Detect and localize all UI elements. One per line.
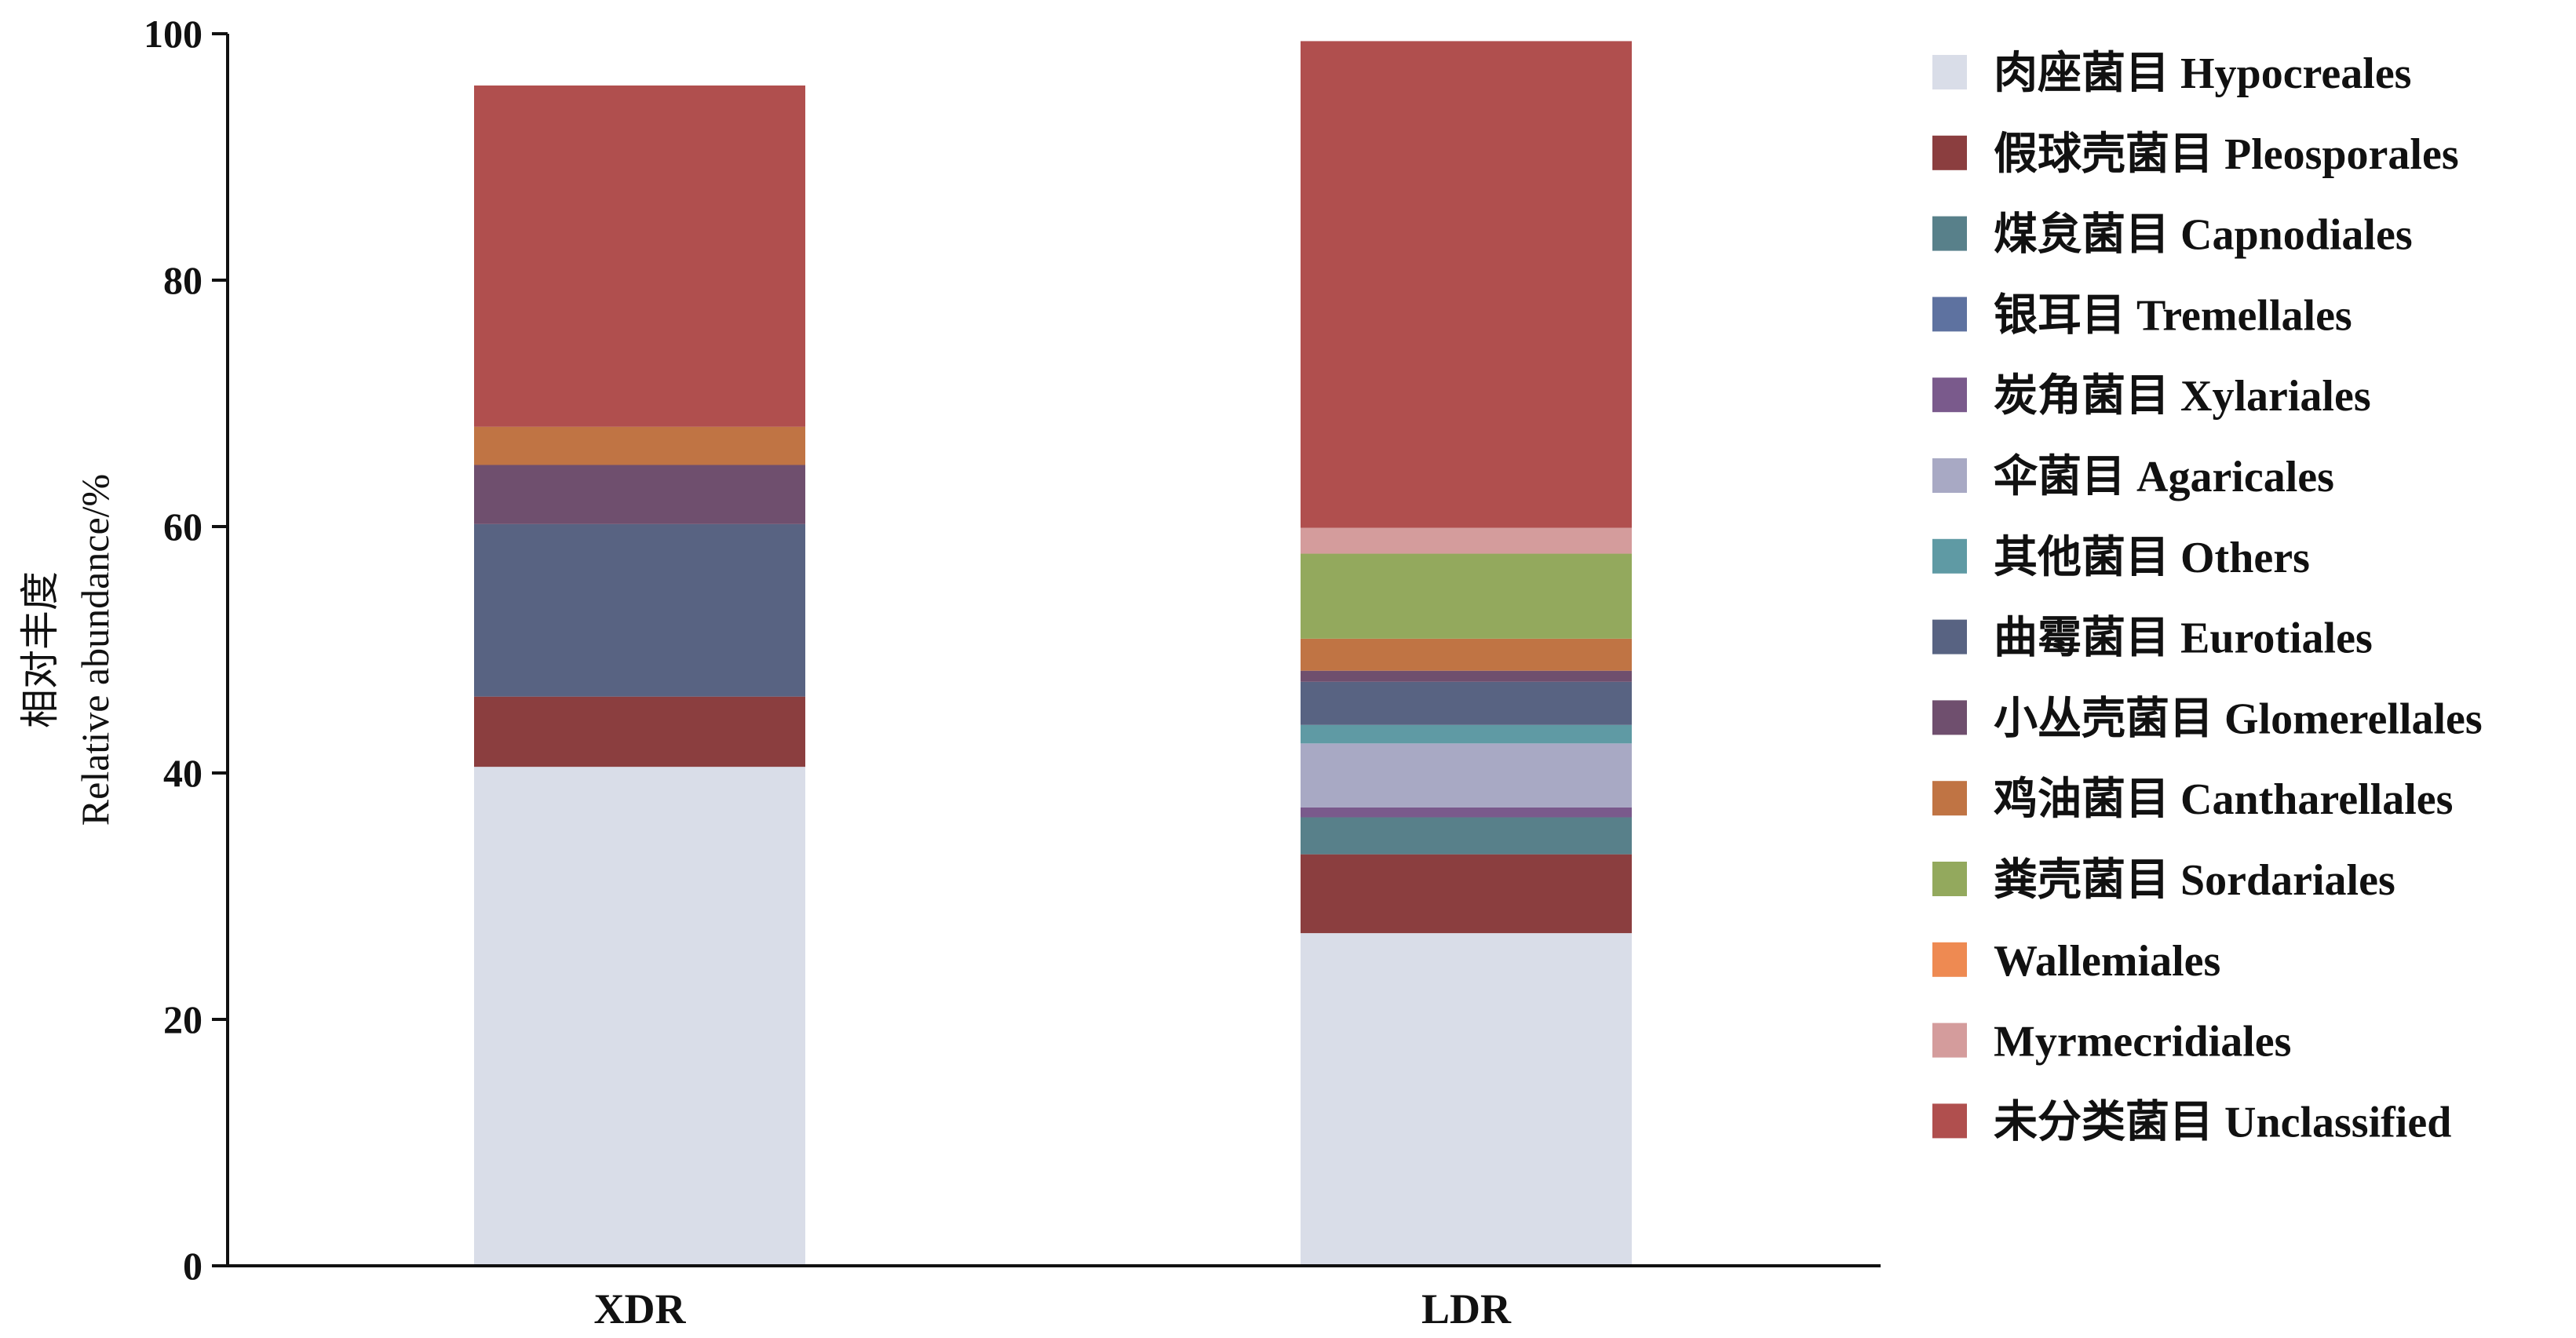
bar-segment-xdr-7 [474,523,805,697]
bar-segment-ldr-12 [1301,527,1632,554]
y-tick-label: 100 [144,12,203,56]
x-category-label: XDR [594,1285,687,1333]
bar-segment-ldr-13 [1301,41,1632,528]
legend-swatch [1932,619,1967,654]
bar-segment-xdr-13 [474,85,805,427]
legend-label: 肉座菌目 Hypocreales [1994,49,2411,98]
legend-label: 鸡油菌目 Cantharellales [1994,775,2453,824]
legend: 肉座菌目 Hypocreales 假球壳菌目 Pleosporales 煤炱菌目 C… [1932,49,2483,1147]
bar-segment-ldr-4 [1301,807,1632,818]
legend-swatch [1932,135,1967,170]
x-labels-group: XDR LDR [594,1285,1512,1333]
y-tick-label: 60 [163,505,203,549]
legend-swatch [1932,216,1967,251]
legend-swatch [1932,538,1967,574]
bar-segment-xdr-9 [474,426,805,465]
legend-label: 未分类菌目 Unclassified [1994,1098,2451,1147]
legend-label: 银耳目 Tremellales [1994,291,2352,340]
legend-label: 假球壳菌目 Pleosporales [1994,130,2459,179]
bar-segment-xdr-8 [474,465,805,524]
legend-swatch [1932,297,1967,332]
x-category-label: LDR [1421,1285,1512,1333]
legend-swatch [1932,862,1967,896]
bar-segment-xdr-1 [474,696,805,767]
y-tick-label: 20 [163,997,203,1041]
y-ticks-group: 0 20 40 60 80 100 [144,12,228,1288]
legend-swatch [1932,942,1967,977]
y-tick-label: 40 [163,751,203,795]
y-tick-label: 80 [163,258,203,302]
bar-segment-ldr-9 [1301,638,1632,671]
bar-segment-ldr-7 [1301,681,1632,725]
y-tick-label: 0 [183,1244,203,1288]
legend-label: Myrmecridiales [1994,1018,2291,1066]
bar-segment-ldr-10 [1301,553,1632,639]
legend-label: Wallemiales [1994,937,2220,986]
bar-segment-ldr-5 [1301,743,1632,808]
y-axis-title-en: Relative abundance/% [73,474,117,826]
axes-group [226,34,1881,1267]
legend-swatch [1932,781,1967,816]
legend-label: 煤炱菌目 Capnodiales [1994,211,2413,260]
legend-label: 炭角菌目 Xylariales [1994,372,2371,421]
legend-swatch [1932,377,1967,413]
y-axis-title: 相对丰度 Relative abundance/% [18,474,117,826]
legend-swatch [1932,55,1967,89]
bar-segment-ldr-0 [1301,933,1632,1266]
bar-segment-ldr-6 [1301,724,1632,744]
legend-swatch [1932,458,1967,493]
legend-label: 曲霉菌目 Eurotiales [1994,614,2373,663]
bar-segment-ldr-8 [1301,670,1632,682]
bar-segment-xdr-0 [474,767,805,1266]
bar-segment-ldr-1 [1301,854,1632,934]
legend-label: 粪壳菌目 Sordariales [1994,856,2395,905]
bars-group [474,41,1632,1266]
legend-label: 小丛壳菌目 Glomerellales [1994,695,2483,743]
legend-swatch [1932,700,1967,735]
legend-swatch [1932,1023,1967,1058]
legend-label: 伞菌目 Agaricales [1994,453,2334,501]
y-axis-title-cn: 相对丰度 [18,571,62,728]
legend-label: 其他菌目 Others [1994,534,2310,582]
legend-swatch [1932,1103,1967,1139]
bar-segment-ldr-2 [1301,817,1632,855]
